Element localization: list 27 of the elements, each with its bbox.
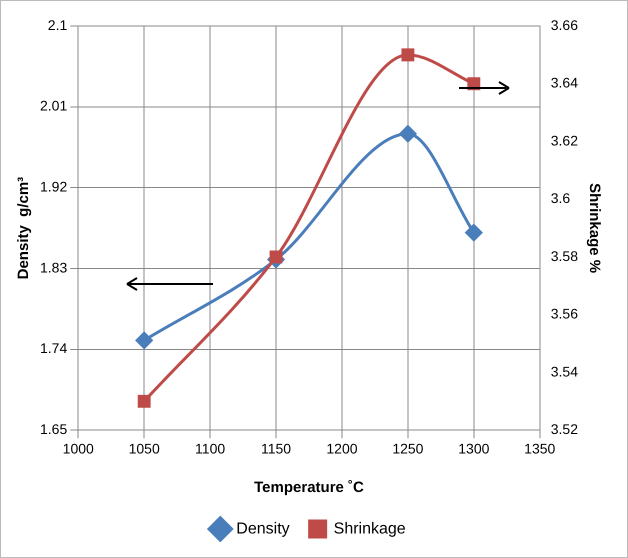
y-tick-label: 1.92: [40, 178, 68, 195]
x-tick-label: 1200: [326, 440, 358, 456]
y2-axis-title: Shrinkage %: [586, 183, 603, 274]
y2-tick-label: 3.66: [550, 16, 578, 33]
y2-tick-label: 3.6: [550, 190, 570, 206]
x-tick-label: 1250: [392, 440, 424, 456]
x-tick-label: 1150: [260, 440, 292, 456]
x-tick-label: 1000: [62, 440, 94, 456]
x-tick-label: 1350: [524, 440, 556, 456]
x-tick-label: 1300: [458, 440, 490, 456]
y-tick-label: 1.83: [40, 259, 68, 276]
y-axis-title: Density g/cm³: [15, 176, 32, 280]
y2-tick-label: 3.58: [550, 248, 578, 264]
y2-tick-label: 3.52: [550, 421, 578, 438]
y-tick-label: 1.65: [40, 421, 68, 438]
y2-tick-label: 3.54: [550, 363, 578, 380]
x-tick-label: 1100: [195, 440, 226, 456]
x-tick-label: 1050: [128, 440, 160, 456]
legend-label: Density: [236, 520, 290, 538]
y2-tick-label: 3.64: [550, 74, 578, 91]
y2-tick-label: 3.62: [550, 132, 578, 148]
legend-label: Shrinkage: [334, 520, 406, 538]
y2-tick-label: 3.56: [550, 306, 578, 322]
x-axis-title: Temperature ˚C: [254, 479, 364, 496]
y-tick-label: 1.74: [40, 340, 68, 356]
y-tick-label: 2.01: [40, 98, 68, 114]
y-tick-label: 2.1: [48, 16, 68, 33]
